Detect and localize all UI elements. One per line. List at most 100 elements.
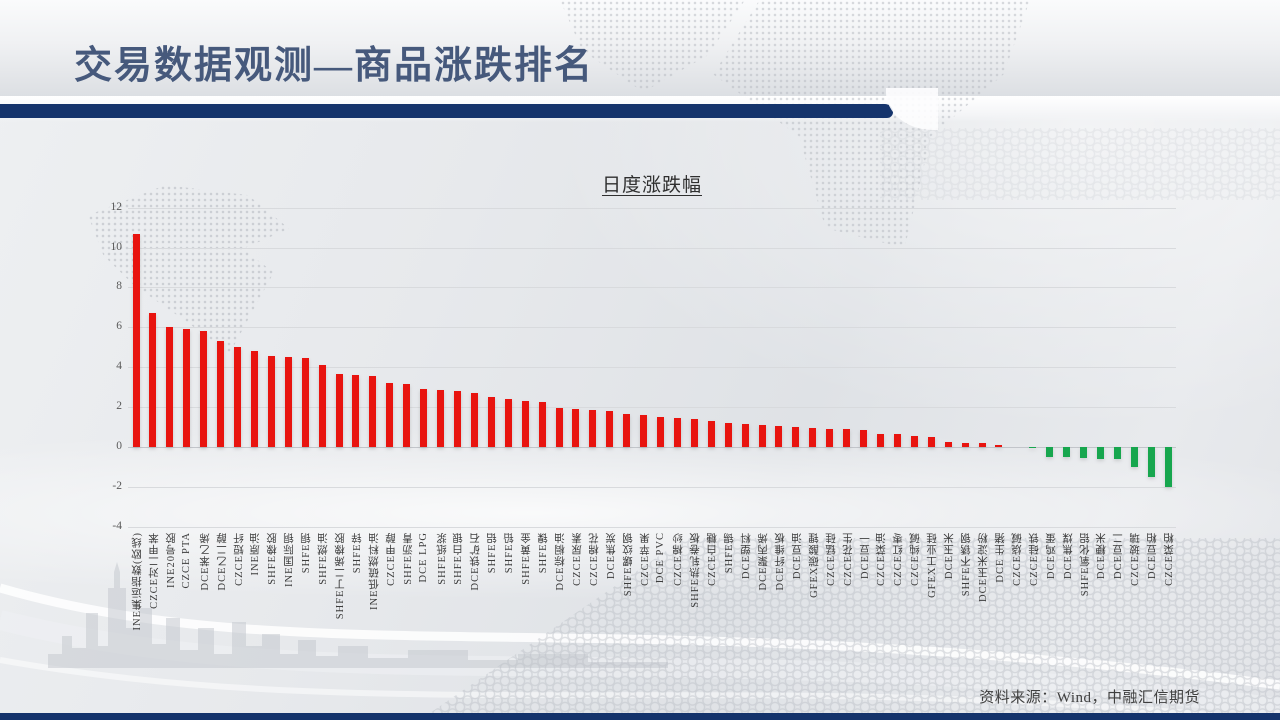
bar [555,408,563,447]
x-axis-label: SHFE热轧卷板 [690,532,702,608]
bar [995,445,1003,447]
bar [521,401,529,447]
y-tick-label: 2 [116,400,122,413]
bar [386,383,394,447]
bar [234,347,242,447]
bar [1063,447,1071,457]
x-axis-label: CZCE尿素 [571,532,583,586]
bar [200,331,208,447]
x-axis-label: SHFE氧化铝 [1079,532,1091,597]
bar [724,423,732,447]
bar [1046,447,1054,457]
honeycomb-pattern-top [880,128,1280,200]
x-axis-label: CZCE纯碱 [910,532,922,586]
bar [910,436,918,447]
bar [267,356,275,447]
x-axis-label: DCE玉米 [944,532,956,579]
y-tick-label: 6 [116,320,122,333]
bar [944,442,952,447]
bar [707,421,715,447]
x-axis-label: GFEX工业硅 [927,532,939,598]
y-tick-label: -2 [112,479,122,492]
x-axis-label: CZCE锰硅 [825,532,837,586]
x-axis-label: DCE鸡蛋 [1045,532,1057,579]
bar [437,390,445,447]
bar [1096,447,1104,459]
x-axis-label: INE原油 [250,532,262,576]
x-axis-label: CZCE PTA [180,532,192,589]
bar [673,418,681,447]
bar [1029,447,1037,449]
x-axis-label: DCE焦煤 [1062,532,1074,579]
x-axis-label: DCE 生猪 [994,532,1006,583]
x-axis-label: CZCE花生 [842,532,854,586]
bar [352,375,360,447]
x-axis-label: INE集运指数(欧线) [132,532,143,631]
gridline [128,447,1176,448]
x-axis-label: SHFE锡 [724,532,736,574]
x-axis-label: DCE棕榈油 [555,532,566,591]
bar [1164,447,1172,487]
x-axis-label: SHFE锌 [351,532,363,574]
x-axis-label: SHFE铝 [487,532,499,574]
x-axis-label: DCE玉米淀粉 [978,532,989,602]
bar [792,427,800,447]
y-tick-label: 0 [116,440,122,452]
y-tick-label: 10 [110,240,123,253]
bar [876,434,884,447]
x-axis-label: CZCE苹果 [639,532,651,586]
x-axis-label: CZCE烧碱 [1011,532,1023,586]
gridline [128,207,1176,209]
bar [809,428,817,447]
x-axis-label: DCE豆一 [859,532,871,579]
bar [487,397,495,447]
bar [640,415,648,447]
x-axis-label: CZCE白糖 [707,532,719,586]
x-axis-label: CZCE菜粕 [1164,532,1176,586]
bar [978,443,986,447]
bar [420,389,428,447]
bar [132,233,140,447]
x-axis-label: DCE铁矿石 [470,532,482,591]
source-note: 资料来源：Wind，中融汇信期货 [979,690,1200,706]
x-axis-label: SHFE纸浆 [436,532,448,585]
gridline [128,247,1176,249]
bar [149,313,157,447]
gridline [128,486,1176,488]
x-axis-label: DCE LPG [417,532,429,583]
y-tick-label: 4 [116,360,122,373]
bar [843,429,851,447]
bar [775,426,783,447]
bar [860,430,868,447]
x-axis-label: DCE粳米 [1096,532,1108,579]
x-axis-label: CZCE玻璃 [1130,532,1142,586]
bar [1147,447,1155,477]
bar [183,329,191,447]
bar [301,358,309,447]
x-axis-label: CZCE硅铁 [1028,532,1040,586]
bottom-bar [0,713,1280,720]
bar [927,437,935,447]
x-axis-label: INE20号胶 [165,532,177,588]
x-axis-label: DCE PVC [654,532,666,584]
x-axis-label: CZCE菜油 [876,532,888,586]
x-axis-label: CZCE短纤 [233,532,245,586]
gridline [128,327,1176,329]
bar [318,365,326,447]
gridline [128,367,1176,369]
x-axis-label: SHFE黄金 [521,532,533,585]
x-axis-label: INE国际铜 [284,532,296,587]
x-axis-label: DCE苯乙烯 [199,532,211,591]
bar [1080,447,1088,458]
x-axis-label: DCE豆二 [1113,532,1125,579]
chart-title: 日度涨跌幅 [601,175,702,196]
bar [758,425,766,447]
bar [826,428,834,447]
gridline [128,526,1176,528]
bar [657,417,665,447]
x-axis-label: DCE聚丙烯 [758,532,770,591]
x-axis-label: CZCE甲醇 [385,532,397,586]
x-axis-label: CZCE红枣 [893,532,905,586]
bar [893,434,901,447]
